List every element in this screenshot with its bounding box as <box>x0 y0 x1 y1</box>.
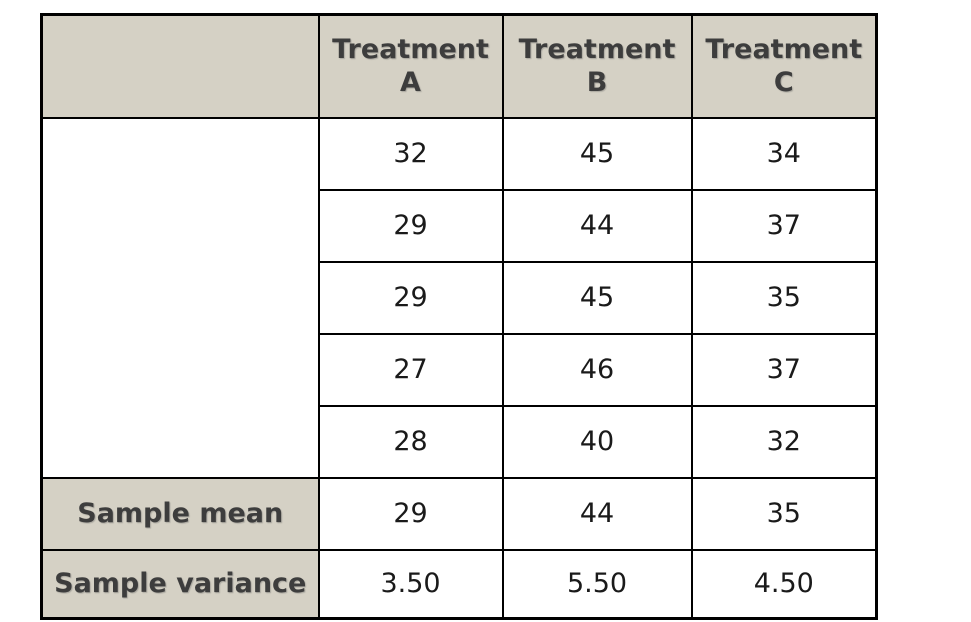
treatment-data-table: Treatment A Treatment B Treatment C 32 4… <box>40 13 878 620</box>
table-cell: 40 <box>501 404 693 479</box>
table-cell: 35 <box>690 260 878 335</box>
table-cell: 44 <box>501 188 693 263</box>
sample-mean-value-a: 29 <box>317 476 504 551</box>
column-header-treatment-b: Treatment B <box>501 13 693 119</box>
sample-mean-label: Sample mean <box>40 476 320 551</box>
table-cell: 45 <box>501 260 693 335</box>
table-cell: 29 <box>317 260 504 335</box>
table-cell: 34 <box>690 116 878 191</box>
table-cell: 32 <box>690 404 878 479</box>
table-cell: 45 <box>501 116 693 191</box>
sample-mean-value-c: 35 <box>690 476 878 551</box>
row-label-spacer-cell <box>40 116 320 479</box>
sample-variance-value-b: 5.50 <box>501 548 693 620</box>
sample-variance-value-c: 4.50 <box>690 548 878 620</box>
sample-variance-value-a: 3.50 <box>317 548 504 620</box>
table-cell: 29 <box>317 188 504 263</box>
table-row: 29 44 37 <box>42 188 878 263</box>
corner-cell <box>40 13 320 119</box>
table-cell: 46 <box>501 332 693 407</box>
column-header-treatment-c: Treatment C <box>690 13 878 119</box>
table-cell: 28 <box>317 404 504 479</box>
sample-variance-row: Sample variance 3.50 5.50 4.50 <box>40 548 878 620</box>
sample-variance-label: Sample variance <box>40 548 320 620</box>
table-cell: 37 <box>690 332 878 407</box>
column-header-treatment-a: Treatment A <box>317 13 504 119</box>
table-header-row: Treatment A Treatment B Treatment C <box>40 13 878 119</box>
table-row: 28 40 32 <box>42 404 878 479</box>
table-row: 27 46 37 <box>42 332 878 407</box>
table-row: 32 45 34 <box>40 116 878 479</box>
table-cell: 37 <box>690 188 878 263</box>
table-row: 29 45 35 <box>42 260 878 335</box>
sample-mean-value-b: 44 <box>501 476 693 551</box>
table-cell: 27 <box>317 332 504 407</box>
table-cell: 32 <box>317 116 504 191</box>
sample-mean-row: Sample mean 29 44 35 <box>40 476 878 551</box>
